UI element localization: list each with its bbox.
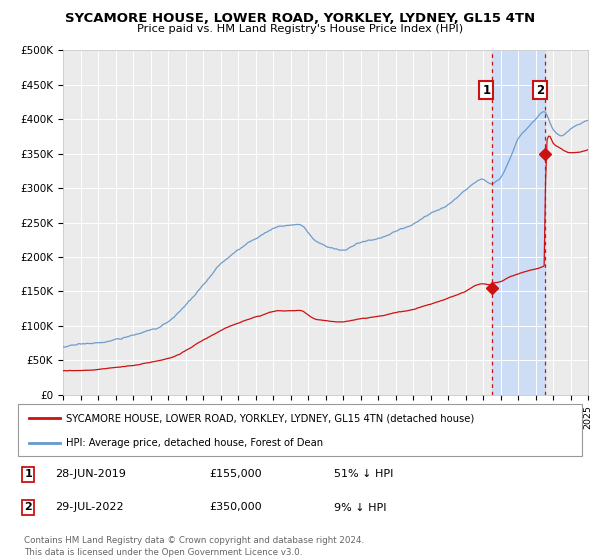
Text: This data is licensed under the Open Government Licence v3.0.: This data is licensed under the Open Gov…	[24, 548, 302, 557]
Text: SYCAMORE HOUSE, LOWER ROAD, YORKLEY, LYDNEY, GL15 4TN (detached house): SYCAMORE HOUSE, LOWER ROAD, YORKLEY, LYD…	[66, 413, 474, 423]
Text: 2: 2	[536, 83, 544, 96]
Text: SYCAMORE HOUSE, LOWER ROAD, YORKLEY, LYDNEY, GL15 4TN: SYCAMORE HOUSE, LOWER ROAD, YORKLEY, LYD…	[65, 12, 535, 25]
Text: 2: 2	[24, 502, 32, 512]
FancyBboxPatch shape	[18, 404, 582, 456]
Text: Contains HM Land Registry data © Crown copyright and database right 2024.: Contains HM Land Registry data © Crown c…	[24, 536, 364, 545]
Text: 9% ↓ HPI: 9% ↓ HPI	[334, 502, 386, 512]
Text: 29-JUL-2022: 29-JUL-2022	[55, 502, 123, 512]
Text: £350,000: £350,000	[210, 502, 262, 512]
Text: HPI: Average price, detached house, Forest of Dean: HPI: Average price, detached house, Fore…	[66, 438, 323, 449]
Text: 1: 1	[24, 469, 32, 479]
Text: 28-JUN-2019: 28-JUN-2019	[55, 469, 125, 479]
Text: Price paid vs. HM Land Registry's House Price Index (HPI): Price paid vs. HM Land Registry's House …	[137, 24, 463, 34]
Text: 51% ↓ HPI: 51% ↓ HPI	[334, 469, 393, 479]
Text: 1: 1	[482, 83, 490, 96]
Bar	[491, 50, 545, 395]
Text: £155,000: £155,000	[210, 469, 262, 479]
